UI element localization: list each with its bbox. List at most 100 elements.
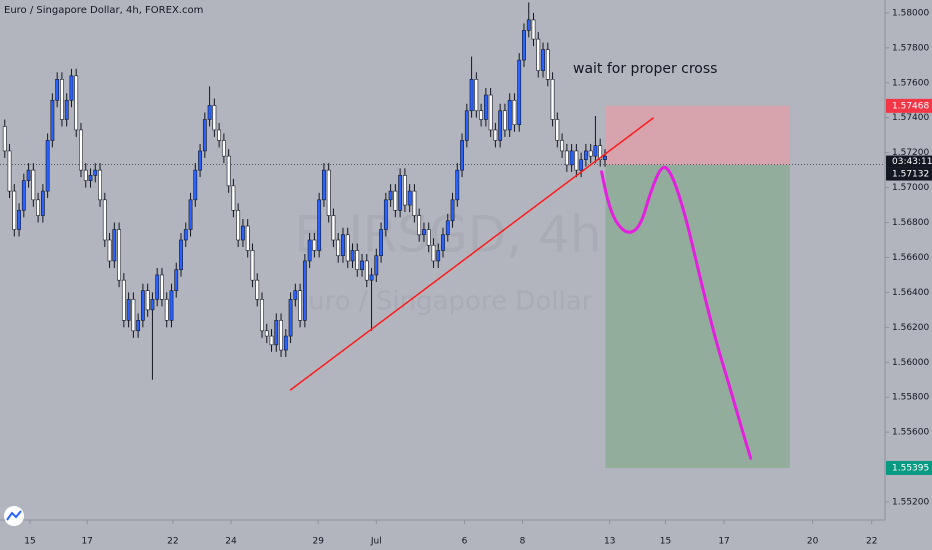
candle-body (455, 169, 460, 201)
candle-body (145, 290, 150, 311)
candle-body (174, 269, 179, 291)
candle-body (460, 140, 464, 171)
y-tick-label: 1.57800 (892, 43, 929, 53)
candle-body (288, 299, 293, 337)
candle-body (221, 140, 226, 157)
y-tick-label: 1.56800 (892, 218, 929, 228)
candle-body (488, 94, 493, 131)
candle-body (550, 79, 555, 120)
hand-drawing (600, 165, 753, 460)
candle-body (564, 150, 569, 166)
candle-body (341, 234, 345, 257)
axis-layer: 1.552001.554001.556001.558001.560001.562… (24, 8, 932, 547)
candle-body (98, 169, 102, 201)
y-tick-label: 1.55200 (892, 498, 929, 508)
candle-body (579, 159, 584, 171)
last-price-label: 1.57132 (892, 170, 929, 180)
candle-body (112, 229, 117, 262)
candle-body (17, 210, 21, 230)
candle-body (93, 169, 98, 176)
candle-body (264, 330, 269, 337)
candle-body (260, 299, 264, 332)
candle-body (231, 185, 236, 211)
candle-body (121, 279, 126, 321)
y-tick-label: 1.57600 (892, 78, 929, 88)
candle-body (388, 190, 393, 201)
price-label-bg (886, 460, 932, 475)
candle-body (588, 150, 593, 157)
candle-body (422, 229, 426, 236)
chart-title: Euro / Singapore Dollar, 4h, FOREX.com (4, 5, 203, 16)
candle-body (36, 199, 41, 216)
candle-body (345, 234, 350, 262)
candle-body (26, 169, 31, 181)
candle-body (441, 234, 445, 251)
candle-body (603, 155, 607, 160)
candle-body (274, 320, 279, 346)
candle-body (593, 145, 598, 157)
x-tick-label: 17 (718, 537, 729, 547)
candle-body (126, 299, 131, 321)
candle-body (355, 250, 360, 270)
candle-body (526, 19, 531, 31)
candle-body (426, 229, 431, 246)
candle-body (60, 79, 64, 120)
y-tick-label: 1.56200 (892, 323, 929, 333)
candle-body (317, 199, 322, 251)
candle-body (574, 150, 579, 171)
candle-body (298, 290, 302, 321)
candle-body (536, 38, 541, 71)
y-tick-label: 1.56000 (892, 358, 929, 368)
watermark-subtitle: Euro / Singapore Dollar (292, 287, 593, 317)
y-tick-label: 1.55800 (892, 393, 929, 403)
candle-body (179, 239, 183, 270)
candle-body (150, 299, 155, 311)
candle-body (183, 229, 188, 241)
candle-body (131, 299, 136, 332)
target-zone (605, 164, 790, 468)
x-tick-label: Jul (370, 537, 382, 547)
candle-body (312, 239, 317, 251)
candle-body (155, 274, 160, 300)
countdown-bg (886, 155, 932, 168)
candle-body (226, 155, 231, 187)
x-tick-label: 13 (604, 537, 615, 547)
candle-body (69, 75, 74, 101)
candle-body (541, 49, 545, 71)
stop-zone (605, 105, 790, 165)
candle-body (598, 145, 603, 160)
candle-body (64, 99, 69, 120)
candle-body (293, 290, 298, 300)
candle-body (212, 105, 217, 131)
candle-body (560, 140, 564, 152)
candle-body (279, 320, 283, 351)
candle-body (12, 190, 17, 230)
candle-body (307, 239, 312, 262)
y-tick-label: 1.58000 (892, 8, 929, 18)
candle-body (40, 190, 45, 216)
x-tick-label: 22 (866, 537, 877, 547)
x-tick-label: 6 (462, 537, 468, 547)
candle-body (74, 75, 79, 131)
candle-body (79, 129, 83, 171)
candle-body (512, 99, 517, 126)
candle-body (245, 225, 250, 251)
candle-body (436, 250, 441, 262)
candle-body (364, 260, 369, 281)
candle-body (160, 274, 164, 300)
candle-body (21, 180, 26, 211)
candle-body (479, 110, 484, 120)
candle-body (374, 255, 379, 276)
y-tick-label: 1.57000 (892, 183, 929, 193)
candle-body (531, 19, 536, 40)
candle-body (431, 244, 436, 262)
candle-body (50, 99, 55, 141)
price-label-bg (886, 98, 932, 113)
logo (4, 506, 24, 526)
candle-body (503, 110, 507, 131)
candle-body (236, 210, 241, 241)
candle-body (393, 190, 398, 211)
candle-body (417, 215, 422, 236)
